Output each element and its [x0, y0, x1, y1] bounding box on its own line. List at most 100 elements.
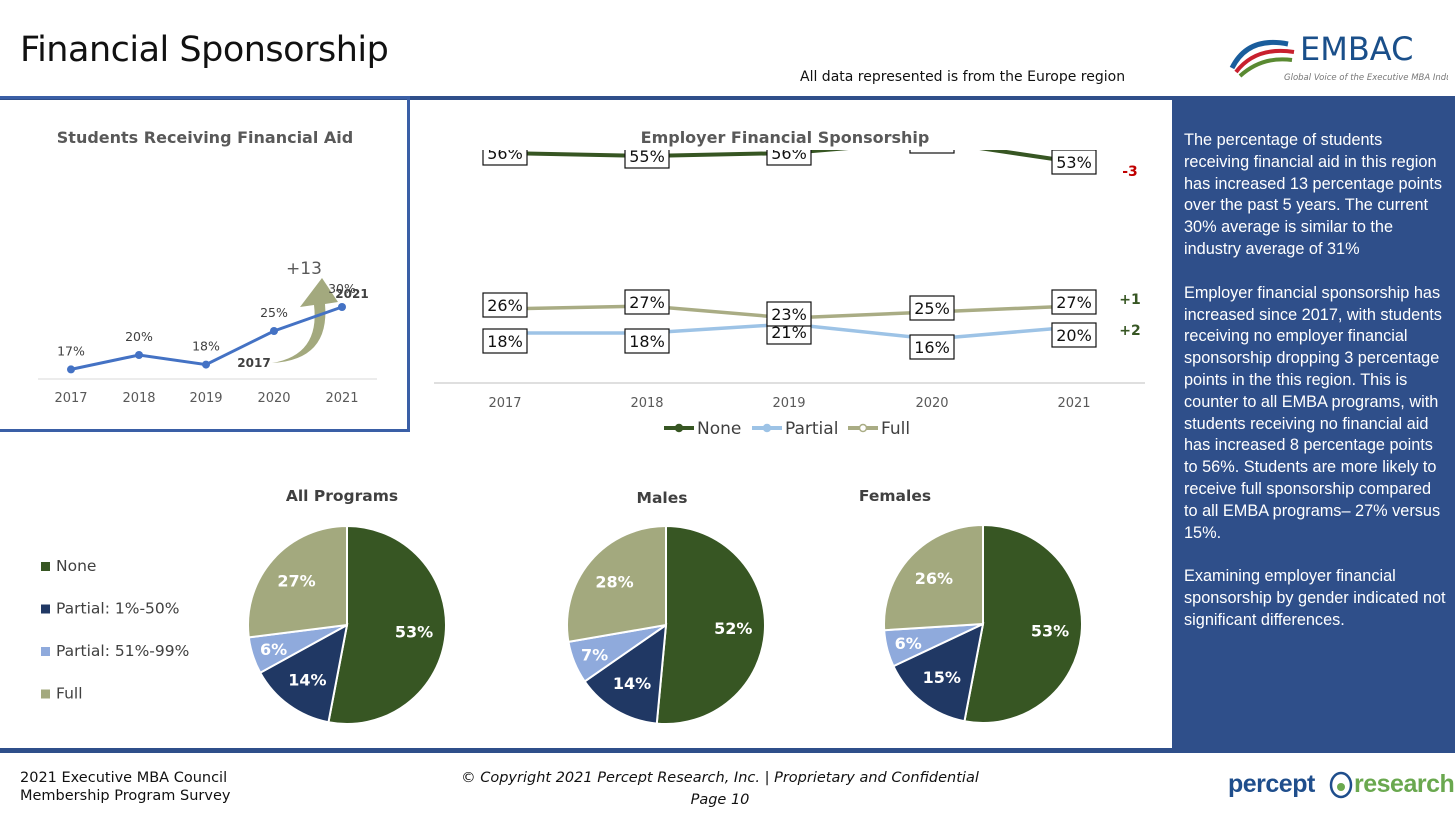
sponsorship-tick-label: 2020: [915, 396, 948, 411]
aid-point: [202, 360, 210, 369]
side-paragraph-2: Employer financial sponsorship has incre…: [1184, 283, 1442, 542]
sponsorship-tick-label: 2017: [488, 396, 521, 411]
sponsorship-label-box: [766, 150, 812, 166]
footer-survey: 2021 Executive MBA Council Membership Pr…: [20, 767, 230, 807]
sponsorship-data-label: 16%: [914, 338, 950, 357]
sponsorship-data-label: 27%: [629, 293, 665, 312]
sponsorship-data-label: 27%: [1056, 293, 1092, 312]
series-change-full: +1: [1119, 292, 1140, 308]
sponsorship-data-label: 23%: [771, 305, 807, 324]
pie-slice: [327, 524, 447, 725]
footer-line-2: Membership Program Survey: [20, 788, 231, 804]
aid-tick-label: 2021: [325, 391, 358, 406]
series-change-partial: +2: [1119, 323, 1140, 339]
legend-marker-partial: [762, 423, 772, 433]
aid-chart-title: Students Receiving Financial Aid: [56, 128, 354, 147]
aid-tick-label: 2017: [54, 391, 87, 406]
aid-point: [270, 327, 278, 335]
percept-logo-left: percept: [1228, 770, 1315, 798]
aid-point: [67, 365, 75, 374]
sponsorship-label-box: [766, 301, 812, 327]
sponsorship-label-box: [1051, 150, 1097, 175]
sponsorship-tick-label: 2018: [630, 396, 663, 411]
pie-data-label: 7%: [581, 645, 608, 664]
pie-data-label: 53%: [395, 622, 433, 641]
legend-marker-full: [858, 423, 868, 433]
sponsorship-data-label: 53%: [1056, 153, 1092, 172]
pie-title: All Programs: [286, 487, 398, 505]
growth-arrow-icon: [272, 278, 338, 363]
region-note: All data represented is from the Europe …: [800, 69, 1126, 85]
sponsorship-label-box: [482, 292, 528, 318]
aid-chart-frame: [0, 96, 410, 432]
aid-chart: +13 2017 2021 17% 2017 20% 2018 18% 2019 25% 2020 3…: [38, 259, 377, 406]
aid-annotation-to: 2021: [335, 287, 368, 301]
sponsorship-label-box: [482, 150, 528, 166]
aid-point: [135, 351, 143, 359]
pie-data-label: 6%: [260, 640, 287, 659]
pie-data-label: 27%: [277, 571, 315, 590]
sponsorship-label-box: [624, 150, 670, 169]
sponsorship-tick-label: 2021: [1057, 396, 1090, 411]
sponsorship-label-box: [1051, 289, 1097, 315]
pie-title: Females: [859, 487, 931, 505]
pie-slice: [883, 523, 984, 632]
sponsorship-data-label: 55%: [629, 150, 665, 166]
pie-legend-label: Full: [56, 685, 83, 703]
pie-legend-swatch: [41, 689, 50, 699]
sponsorship-label-box: [482, 328, 528, 354]
aid-change-label: +13: [286, 259, 322, 279]
pie-slice: [258, 623, 349, 724]
sponsorship-data-label: 20%: [1056, 326, 1092, 345]
bottom-rule: [0, 748, 1455, 753]
pie-data-label: 26%: [915, 569, 953, 588]
pie-legend-label: None: [56, 557, 96, 575]
aid-data-label: 25%: [260, 305, 288, 320]
aid-data-label: 20%: [125, 329, 153, 344]
copyright-text: © Copyright 2021 Percept Research, Inc. …: [461, 770, 979, 786]
pie-legend-swatch: [41, 647, 50, 656]
sponsorship-data-label: 56%: [771, 150, 807, 163]
pie-data-label: 52%: [714, 619, 752, 638]
aid-data-label: 17%: [57, 343, 85, 358]
series-change-none: -3: [1122, 164, 1138, 180]
legend-label-partial: Partial: [785, 419, 838, 439]
pie-data-label: 28%: [595, 573, 633, 592]
sponsorship-chart: 2017 2018 2019 2020 2021 56% 55% 56% 60% 53% -3 18%…: [434, 150, 1145, 439]
pie-slice: [566, 524, 667, 644]
pie-data-label: 14%: [613, 674, 651, 693]
aid-tick-label: 2018: [122, 391, 155, 406]
pie-legend-swatch: [41, 562, 50, 571]
sponsorship-tick-label: 2019: [772, 396, 805, 411]
sponsorship-label-box: [909, 150, 955, 154]
aid-annotation-from: 2017: [237, 356, 270, 370]
pie-slice: [655, 524, 767, 725]
sponsorship-data-label: 60%: [914, 150, 950, 151]
side-paragraph-1: The percentage of students receiving fin…: [1184, 131, 1442, 258]
pie-slice: [583, 622, 668, 725]
legend-label-none: None: [697, 419, 741, 439]
percept-logo: percept research: [1228, 768, 1455, 808]
sponsorship-label-box: [624, 289, 670, 315]
top-rule: [0, 96, 1455, 100]
footer-copyright: © Copyright 2021 Percept Research, Inc. …: [400, 767, 1040, 811]
aid-tick-label: 2020: [257, 391, 290, 406]
pie-charts: None Partial: 1%-50% Partial: 51%-99% Full A…: [41, 487, 1083, 725]
side-paragraph-3: Examining employer financial sponsorship…: [1184, 567, 1446, 629]
sponsorship-data-label: 21%: [771, 323, 807, 342]
aid-tick-label: 2019: [189, 391, 222, 406]
sponsorship-data-label: 56%: [487, 150, 523, 163]
aid-data-label: 18%: [192, 339, 220, 354]
pie-data-label: 14%: [288, 670, 326, 689]
pie-slice: [963, 523, 1083, 724]
pie-slice: [892, 622, 985, 723]
sponsorship-data-label: 26%: [487, 296, 523, 315]
sponsorship-label-box: [909, 334, 955, 360]
sponsorship-label-box: [1051, 322, 1097, 348]
legend-marker-none: [674, 423, 684, 433]
footer-line-1: 2021 Executive MBA Council: [20, 770, 228, 786]
embac-logo-mark-icon: EMBAC Global Voice of the Executive MBA …: [1229, 30, 1455, 83]
side-panel: [1172, 100, 1455, 748]
aid-point: [338, 303, 346, 311]
page-number: Page 10: [690, 792, 750, 808]
